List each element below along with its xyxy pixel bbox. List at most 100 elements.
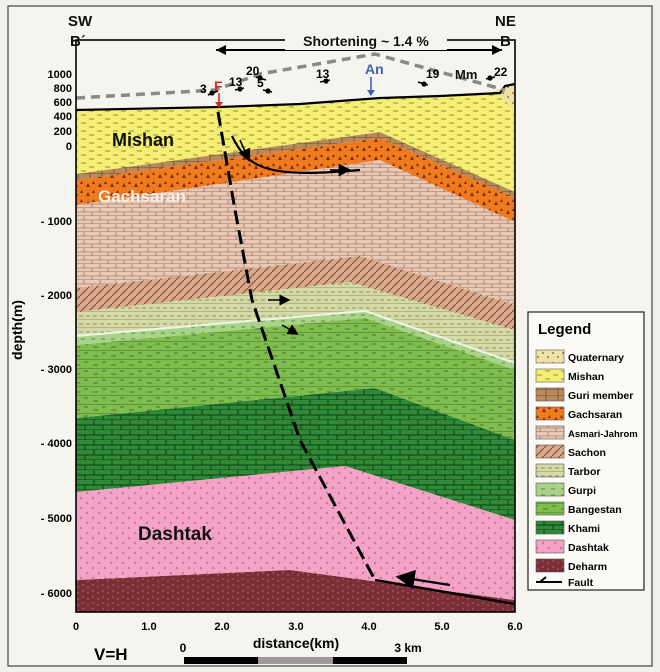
layer-dashtak [76,466,515,600]
legend: Legend Quaternary Mishan Guri member Gac… [527,311,645,591]
legend-swatch [535,463,565,478]
dip-label: 19 [426,67,440,81]
legend-label: Gurpi [568,485,596,497]
legend-title: Legend [538,321,591,338]
legend-item-bangestan: Bangestan [535,501,622,516]
x-axis: 0 1.0 2.0 3.0 4.0 5.0 6.0 distance(km) [73,621,523,651]
legend-label: Sachon [568,447,606,459]
legend-swatch [535,501,565,516]
dip-symbols: 3 13 20 5 13 19 22 [200,64,508,96]
layer-asmari-jahrom [76,160,515,305]
formation-tag: Mm [455,67,477,82]
restored-profile [75,52,506,100]
dip-label: 20 [246,64,260,78]
layer-mishan [76,90,515,192]
fault-marker: F [214,78,223,108]
x-tick: 0 [73,621,79,633]
elev-tick: 400 [54,111,72,123]
legend-item-tarbor: Tarbor [535,463,600,478]
elev-tick: 800 [54,83,72,95]
x-tick: 6.0 [507,621,522,633]
fault-label: F [214,78,223,94]
elev-tick: 0 [66,141,72,153]
legend-label: Asmari-Jahrom [568,429,638,440]
legend-item-quaternary: Quaternary [535,349,624,364]
legend-item-deharm: Deharm [535,558,607,573]
scale-ratio: V=H [94,645,128,664]
layer-quaternary [490,84,515,110]
legend-label: Fault [568,577,594,589]
layer-deharm [76,570,515,612]
x-axis-label: distance(km) [253,635,339,651]
dip-label: 13 [229,75,243,89]
legend-label: Gachsaran [568,409,622,421]
gachsaran-label: Gachsaran [98,187,186,206]
x-tick: 1.0 [141,621,156,633]
dashtak-label: Dashtak [138,524,212,545]
x-tick: 3.0 [288,621,303,633]
elev-tick: 600 [54,97,72,109]
anticline-marker: An [365,61,384,96]
topographic-surface [75,82,516,112]
legend-item-gurpi: Gurpi [535,482,596,497]
legend-swatch [535,558,565,573]
dip-label: 22 [494,65,508,79]
y-axis-label: depth(m) [9,300,25,360]
legend-item-sachon: Sachon [535,444,606,459]
legend-label: Mishan [568,371,604,383]
scale-start: 0 [180,641,187,655]
legend-swatch [535,444,565,459]
legend-swatch [535,387,565,402]
legend-item-fault: Fault [536,576,594,589]
layer-gachsaran [76,138,515,222]
legend-item-khami: Khami [535,520,600,535]
layer-khami [76,388,515,520]
legend-label: Deharm [568,561,607,573]
legend-swatch [535,539,565,554]
layer-sachon [76,256,515,330]
elev-tick: 200 [54,126,72,138]
main-fault [216,111,377,581]
legend-label: Bangestan [568,504,622,516]
legend-label: Dashtak [568,542,609,554]
x-tick: 4.0 [361,621,376,633]
dip-label: 3 [200,82,207,96]
legend-item-guri: Guri member [535,387,633,402]
layer-guri [76,132,515,198]
fault-symbol-icon [536,576,562,583]
x-tick: 5.0 [434,621,449,633]
legend-item-gachsaran: Gachsaran [535,406,622,421]
x-tick: 2.0 [214,621,229,633]
dip-label: 5 [257,76,264,90]
depth-tick: - 6000 [41,588,72,600]
ne-point-label: B [500,33,511,50]
mishan-label: Mishan [112,130,174,150]
depth-tick: - 5000 [41,513,72,525]
depth-tick: - 1000 [41,216,72,228]
legend-swatch [535,368,565,383]
legend-label: Khami [568,523,600,535]
cross-section [75,39,516,613]
sw-direction: SW [68,13,93,30]
anticline-label: An [365,61,384,77]
legend-item-dashtak: Dashtak [535,539,609,554]
legend-swatch [535,349,565,364]
depth-tick: - 4000 [41,438,72,450]
ne-direction: NE [495,13,516,30]
shortening-label: Shortening ~ 1.4 % [303,33,429,49]
legend-item-mishan: Mishan [535,368,604,383]
layer-tarbor [76,282,515,362]
legend-label: Quaternary [568,352,624,364]
depth-tick: - 3000 [41,364,72,376]
legend-swatch [535,520,565,535]
dip-label: 13 [316,67,330,81]
legend-label: Tarbor [568,466,600,478]
scale-end: 3 km [394,641,421,655]
layer-bangestan [76,318,515,440]
scale-bar: V=H 0 3 km [94,641,422,664]
legend-item-asmari-jahrom: Asmari-Jahrom [535,425,638,440]
depth-tick: - 2000 [41,290,72,302]
elev-tick: 1000 [48,69,72,81]
shortening-indicator: Shortening ~ 1.4 % [216,32,502,55]
